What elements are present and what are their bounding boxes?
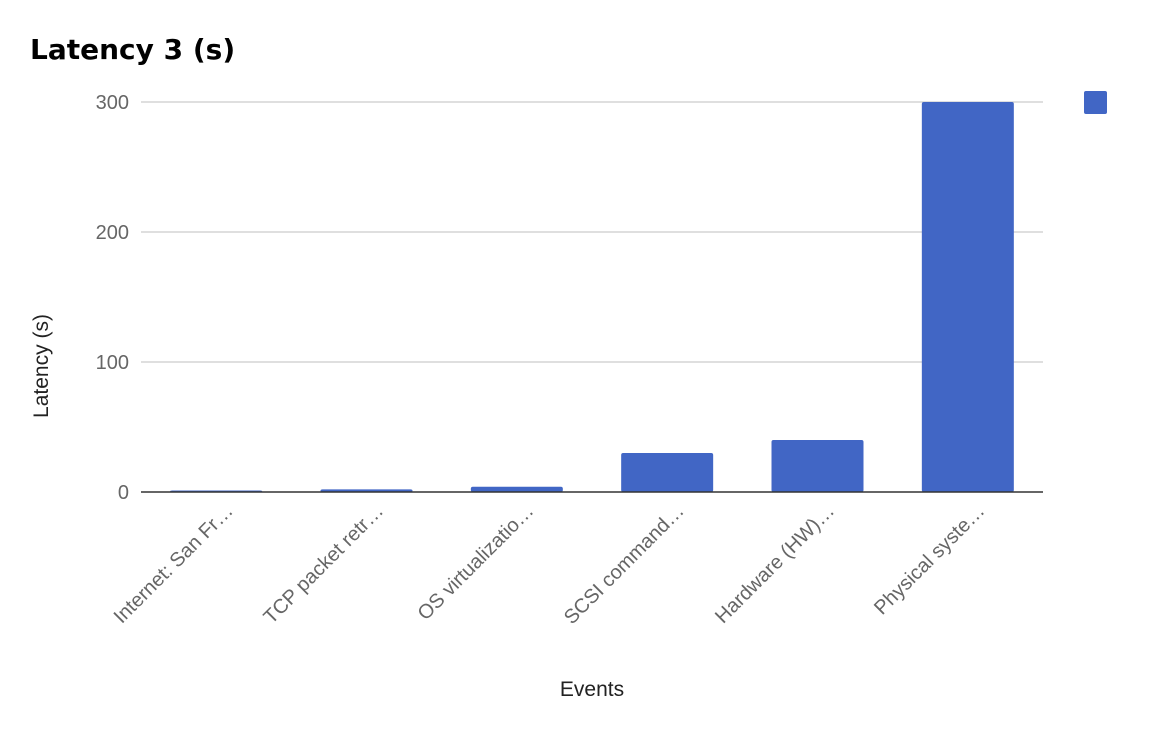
x-axis-tick-labels: Internet: San Fr… TCP packet retr… OS virt… [110,500,990,629]
y-tick-label: 0 [118,482,129,504]
gridlines [141,101,1043,363]
x-tick-label: Internet: San Fr… [110,500,238,628]
y-axis-title: Latency (s) [30,314,53,418]
x-tick-label: Hardware (HW)… [711,500,839,628]
bar[interactable] [470,486,563,492]
bar[interactable] [621,453,714,492]
bars [170,102,1014,492]
x-tick-label: OS virtualizatio… [414,500,539,625]
y-tick-label: 200 [96,222,129,244]
x-axis-title: Events [560,678,624,701]
x-tick-label: SCSI command… [560,500,689,629]
bar[interactable] [771,440,864,492]
chart-title: Latency 3 (s) [30,33,235,66]
bar[interactable] [921,102,1014,492]
y-tick-label: 300 [96,92,129,114]
y-tick-label: 100 [96,352,129,374]
y-axis-tick-labels: 0 100 200 300 [96,92,129,504]
x-tick-label: Physical syste… [870,500,989,619]
legend-swatch[interactable] [1084,91,1107,114]
x-tick-label: TCP packet retr… [260,500,388,628]
